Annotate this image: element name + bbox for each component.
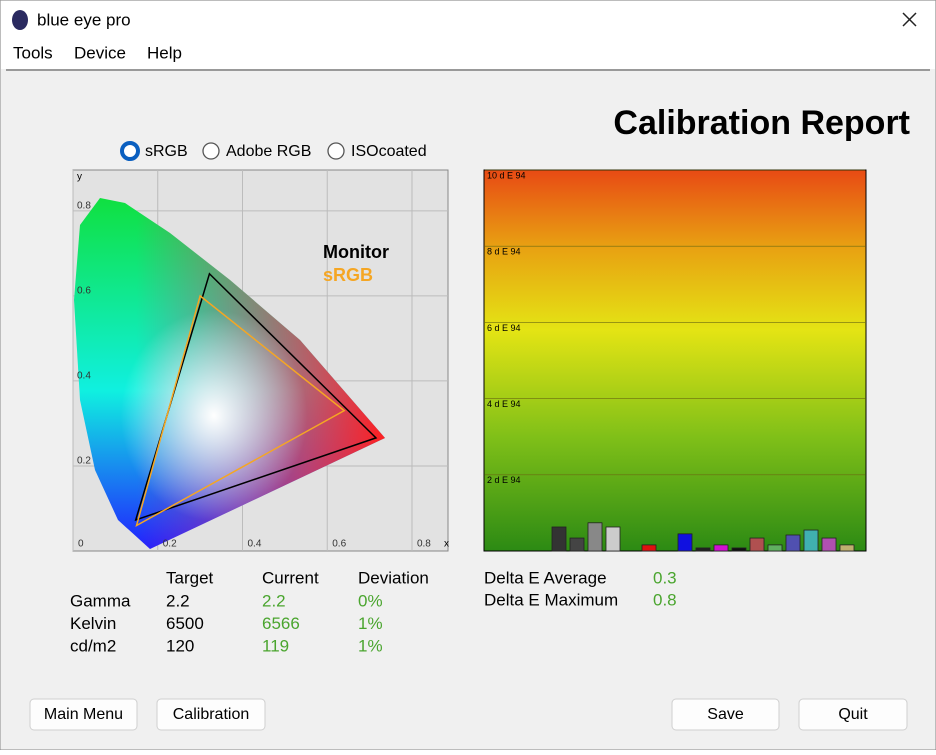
x-tick-label: 0.2 [163, 539, 177, 550]
table-cell: 1% [358, 636, 383, 655]
button[interactable] [671, 698, 780, 731]
button[interactable] [798, 698, 908, 731]
title-bar [1, 1, 935, 69]
y-tick-label: 0.2 [77, 456, 91, 467]
legend-entry: Monitor [323, 242, 389, 262]
table-header: Current [262, 568, 319, 587]
y-tick-label: 8 d E 94 [487, 247, 521, 257]
x-tick-label: 0.4 [247, 539, 261, 550]
bar [569, 537, 585, 552]
table-cell: 2.2 [262, 591, 286, 610]
button-label[interactable]: Main Menu [44, 706, 123, 723]
stat-label: Delta E Average [484, 568, 607, 587]
y-tick-label: 0.4 [77, 371, 91, 382]
bar [767, 544, 783, 552]
row-label: cd/m2 [70, 636, 116, 655]
row-label: Kelvin [70, 614, 116, 633]
y-tick-label: 4 d E 94 [487, 399, 521, 409]
gamut-triangle [135, 294, 346, 528]
close-button[interactable] [902, 12, 917, 27]
button[interactable] [29, 698, 138, 731]
y-tick-label: 0.8 [77, 200, 91, 211]
x-tick-label: 0.6 [332, 539, 346, 550]
report-title: Calibration Report [613, 104, 910, 142]
table-cell: 120 [166, 636, 194, 655]
row-label: Gamma [70, 591, 131, 610]
x-tick-label: 0.8 [417, 539, 431, 550]
y-tick-label: 2 d E 94 [487, 475, 521, 485]
stat-value: 0.3 [653, 568, 677, 587]
radio-label[interactable]: Adobe RGB [226, 143, 311, 160]
table-cell: 119 [262, 636, 289, 655]
menu-item[interactable]: Device [74, 43, 126, 62]
x-axis-label: x [444, 539, 449, 550]
menu-item[interactable]: Help [147, 43, 182, 62]
x-tick-label: 0 [78, 539, 84, 550]
table-cell: 1% [358, 614, 383, 633]
button-label[interactable]: Quit [838, 706, 868, 723]
app-icon [12, 10, 28, 30]
button[interactable] [156, 698, 266, 731]
button-label[interactable]: Save [707, 706, 744, 723]
table-header: Target [166, 568, 214, 587]
y-axis-label: y [77, 172, 82, 183]
radio-label[interactable]: sRGB [145, 143, 188, 160]
table-cell: 6566 [262, 614, 300, 633]
stat-value: 0.8 [653, 590, 677, 609]
radio-button[interactable] [202, 142, 220, 160]
radio-label[interactable]: ISOcoated [351, 143, 427, 160]
radio-button[interactable] [120, 141, 140, 161]
button-label[interactable]: Calibration [173, 706, 249, 723]
table-cell: 6500 [166, 614, 204, 633]
bar [785, 534, 801, 552]
bar [677, 533, 693, 552]
bar [695, 547, 711, 552]
table-header: Deviation [358, 568, 429, 587]
bar [605, 526, 621, 552]
bar [641, 544, 657, 552]
window-title: blue eye pro [37, 10, 131, 29]
bar [551, 526, 567, 552]
bar [713, 544, 729, 552]
bar [731, 547, 747, 552]
bar [839, 544, 855, 552]
stat-label: Delta E Maximum [484, 590, 618, 609]
menu-item[interactable]: Tools [13, 43, 53, 62]
table-cell: 0% [358, 591, 383, 610]
bar [821, 537, 837, 552]
bar [803, 529, 819, 552]
delta-e-plot [483, 169, 867, 552]
bar [587, 522, 603, 552]
legend-entry: sRGB [323, 265, 373, 285]
y-tick-label: 0.6 [77, 286, 91, 297]
radio-button[interactable] [327, 142, 345, 160]
table-cell: 2.2 [166, 591, 190, 610]
y-tick-label: 6 d E 94 [487, 323, 521, 333]
y-tick-label: 10 d E 94 [487, 170, 526, 180]
bar [749, 537, 765, 552]
